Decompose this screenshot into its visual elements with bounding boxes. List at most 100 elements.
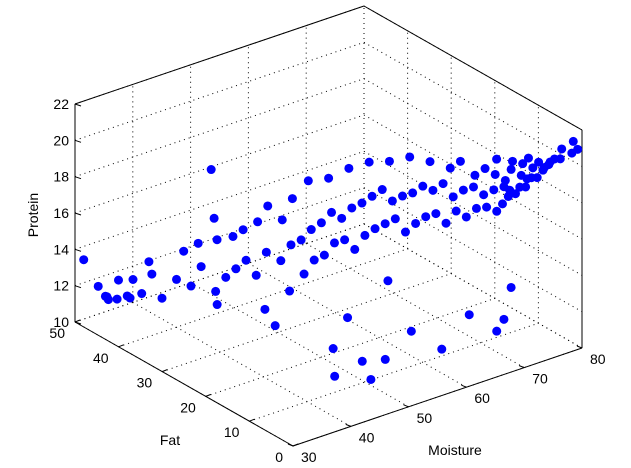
- data-point: [253, 217, 263, 227]
- z-tick-mark: [74, 321, 82, 325]
- data-point: [515, 182, 525, 192]
- data-point: [458, 185, 468, 195]
- data-point: [303, 176, 313, 186]
- grid-floor-y: [249, 322, 539, 422]
- data-point: [196, 262, 206, 272]
- data-point: [125, 293, 135, 303]
- data-point: [370, 224, 380, 234]
- grid-floor-x: [132, 301, 352, 427]
- data-point: [270, 321, 280, 331]
- grid-back-z: [74, 78, 365, 178]
- x-tick-label: 40: [359, 429, 375, 445]
- data-point: [128, 275, 138, 284]
- data-point: [231, 264, 241, 274]
- data-point: [492, 206, 502, 216]
- grid-back-z: [74, 150, 365, 250]
- z-tick-label: 12: [53, 278, 69, 294]
- data-point: [408, 188, 418, 198]
- grid-floor-x: [190, 282, 409, 408]
- data-points: [79, 136, 583, 384]
- data-point: [299, 269, 309, 279]
- data-point: [179, 246, 189, 256]
- data-point: [448, 192, 458, 202]
- grid-floor-y: [162, 273, 452, 373]
- grid-back-z: [74, 5, 365, 105]
- data-point: [238, 225, 248, 235]
- x-axis-label: Moisture: [428, 442, 482, 458]
- data-point: [241, 255, 251, 265]
- data-point: [455, 156, 465, 166]
- z-tick-label: 22: [53, 96, 69, 112]
- grid-back-z: [74, 187, 365, 287]
- grid-side-z: [363, 5, 583, 131]
- data-point: [492, 326, 502, 336]
- data-point: [387, 196, 397, 206]
- data-point: [93, 281, 103, 291]
- data-point: [510, 189, 520, 199]
- data-point: [400, 227, 410, 237]
- x-tick-mark: [287, 443, 294, 447]
- z-tick-mark: [74, 285, 82, 289]
- data-point: [261, 247, 271, 257]
- data-point: [251, 270, 261, 280]
- x-tick-mark: [345, 423, 351, 427]
- y-tick-mark: [74, 319, 81, 323]
- data-point: [364, 157, 374, 167]
- data-point: [144, 257, 154, 267]
- data-point: [211, 286, 221, 296]
- z-tick-label: 10: [53, 314, 69, 330]
- x-tick-mark: [576, 345, 583, 349]
- data-point: [357, 198, 367, 208]
- data-point: [479, 190, 489, 200]
- grid-back-z: [74, 114, 365, 214]
- grid-side-z: [363, 223, 583, 349]
- x-tick-mark: [519, 365, 525, 369]
- data-point: [431, 209, 441, 219]
- y-tick-mark: [118, 344, 124, 348]
- data-point: [357, 356, 367, 366]
- data-point: [186, 281, 196, 291]
- data-point: [276, 256, 286, 266]
- data-point: [329, 238, 339, 248]
- z-tick-mark: [74, 212, 82, 216]
- data-point: [319, 250, 329, 260]
- data-point: [464, 310, 474, 320]
- data-point: [405, 152, 415, 162]
- z-axis-label: Protein: [25, 193, 41, 237]
- x-tick-mark: [403, 404, 409, 408]
- x-tick-label: 50: [417, 410, 433, 426]
- data-point: [506, 164, 516, 174]
- data-point: [523, 153, 533, 163]
- data-point: [277, 215, 287, 225]
- data-point: [112, 294, 122, 304]
- data-point: [137, 289, 147, 299]
- data-point: [206, 165, 216, 175]
- data-point: [344, 163, 354, 173]
- grid-floor-x: [74, 321, 294, 447]
- data-point: [350, 244, 360, 254]
- data-point: [384, 156, 394, 166]
- data-point: [498, 199, 507, 209]
- z-tick-label: 20: [53, 132, 69, 148]
- z-tick-label: 18: [53, 169, 69, 185]
- y-tick-mark: [205, 393, 211, 397]
- grid-back-z: [74, 41, 365, 141]
- data-point: [377, 185, 387, 195]
- data-point: [296, 235, 306, 245]
- y-tick-label: 40: [93, 350, 109, 366]
- data-point: [209, 213, 219, 223]
- data-point: [489, 185, 499, 195]
- data-point: [347, 203, 357, 213]
- data-point: [324, 173, 334, 183]
- data-point: [421, 212, 431, 222]
- data-point: [114, 275, 123, 285]
- x-tick-label: 80: [590, 351, 606, 367]
- data-point: [328, 344, 338, 354]
- data-point: [337, 213, 347, 223]
- data-point: [79, 255, 89, 265]
- data-point: [390, 214, 400, 224]
- data-point: [340, 235, 350, 245]
- x-tick-label: 30: [301, 449, 317, 465]
- data-point: [228, 231, 238, 241]
